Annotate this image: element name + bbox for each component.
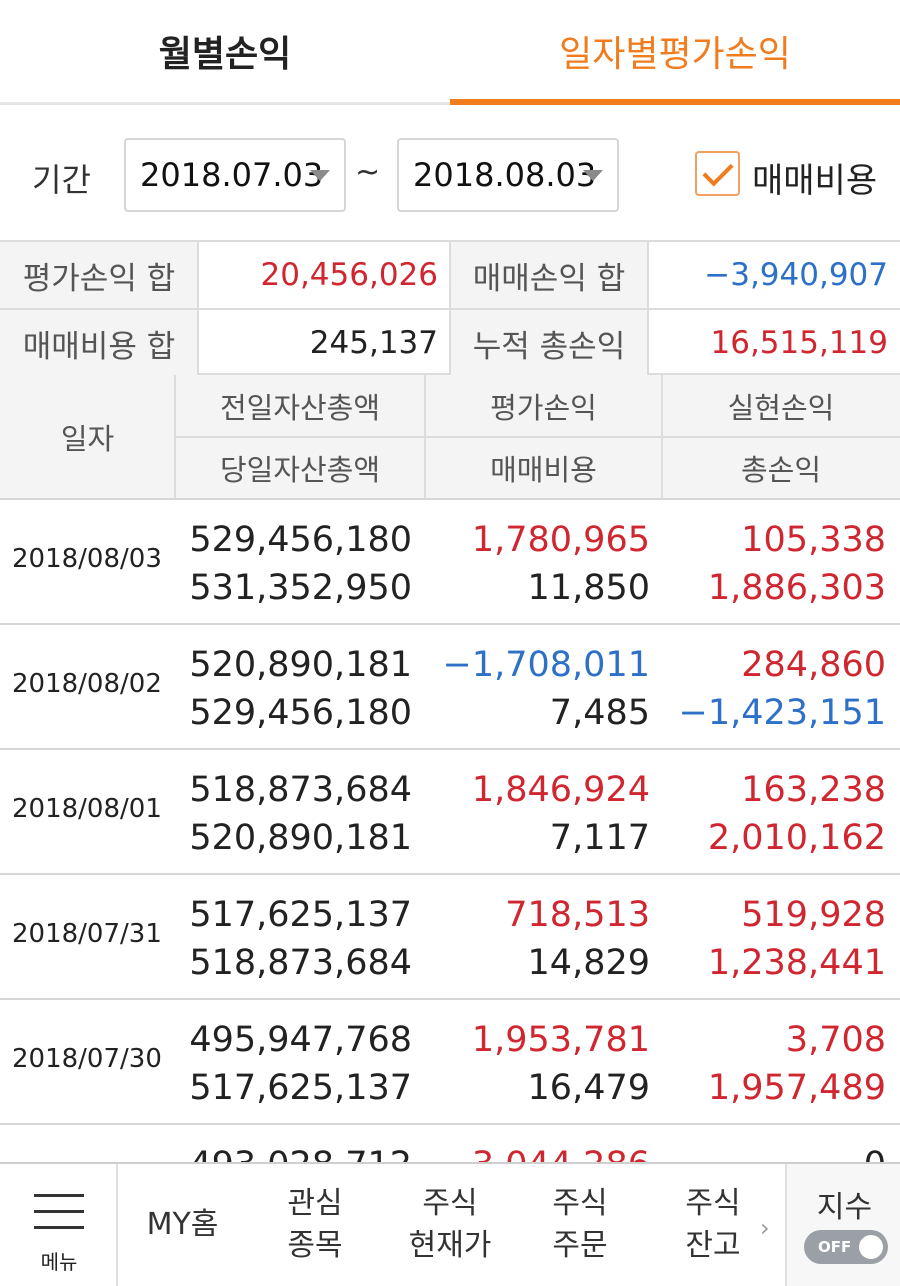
hamburger-icon bbox=[34, 1226, 84, 1229]
tab-daily-eval-pl[interactable]: 일자별평가손익 bbox=[450, 0, 900, 105]
col-eval-pl: 평가손익 bbox=[490, 391, 597, 425]
chevron-right-icon[interactable]: › bbox=[760, 1214, 770, 1242]
chevron-down-icon bbox=[310, 170, 330, 181]
divider bbox=[449, 242, 451, 375]
summary-row: 매매비용 합 245,137 누적 총손익 16,515,119 bbox=[0, 310, 900, 376]
eval-pl-sum-label: 평가손익 합 bbox=[0, 242, 198, 308]
menu-label: 메뉴 bbox=[40, 1250, 78, 1274]
eval-pl-sum-value: 20,456,026 bbox=[260, 257, 439, 293]
eval-pl-value: −1,708,011 bbox=[442, 645, 650, 685]
total-pl-value: 2,010,162 bbox=[707, 818, 886, 858]
row-date: 2018/07/31 bbox=[12, 919, 162, 949]
chevron-down-icon bbox=[583, 170, 603, 181]
total-pl-value: 1,957,489 bbox=[707, 1068, 886, 1108]
nav-stock-price[interactable]: 주식 현재가 bbox=[408, 1186, 492, 1263]
end-date-value: 2018.08.03 bbox=[413, 156, 597, 194]
table-row[interactable]: 2018/07/30 495,947,768 517,625,137 1,953… bbox=[0, 1000, 900, 1125]
trade-pl-sum-value: −3,940,907 bbox=[704, 257, 888, 293]
prev-assets-value: 529,456,180 bbox=[189, 520, 412, 560]
prev-assets-value: 518,873,684 bbox=[189, 770, 412, 810]
row-date: 2018/08/03 bbox=[12, 544, 162, 574]
index-toggle[interactable]: OFF bbox=[804, 1230, 888, 1264]
curr-assets-value: 529,456,180 bbox=[189, 693, 412, 733]
nav-stock-order[interactable]: 주식 주문 bbox=[552, 1186, 608, 1263]
realized-pl-value: 519,928 bbox=[741, 895, 886, 935]
end-date-select[interactable]: 2018.08.03 bbox=[397, 138, 619, 212]
divider bbox=[647, 242, 649, 375]
eval-pl-value: 1,780,965 bbox=[471, 520, 650, 560]
table-row[interactable]: 2018/07/31 517,625,137 518,873,684 718,5… bbox=[0, 875, 900, 1000]
col-date: 일자 bbox=[60, 421, 115, 456]
fee-value: 14,829 bbox=[527, 943, 650, 983]
divider bbox=[175, 436, 900, 438]
eval-pl-value: 1,846,924 bbox=[471, 770, 650, 810]
fee-value: 7,117 bbox=[549, 818, 650, 858]
realized-pl-value: 163,238 bbox=[741, 770, 886, 810]
cumulative-pl-label: 누적 총손익 bbox=[450, 310, 648, 376]
hamburger-icon bbox=[34, 1194, 84, 1197]
nav-my-home[interactable]: MY홈 bbox=[146, 1207, 219, 1242]
total-pl-value: −1,423,151 bbox=[678, 693, 886, 733]
index-label: 지수 bbox=[816, 1190, 873, 1225]
table-row[interactable]: 2018/08/03 529,456,180 531,352,950 1,780… bbox=[0, 500, 900, 625]
realized-pl-value: 105,338 bbox=[741, 520, 886, 560]
row-date: 2018/08/02 bbox=[12, 669, 162, 699]
divider bbox=[197, 242, 199, 375]
prev-assets-value: 493,028,712 bbox=[189, 1148, 412, 1163]
total-pl-value: 1,238,441 bbox=[707, 943, 886, 983]
table-row[interactable]: 2018/08/02 520,890,181 529,456,180 −1,70… bbox=[0, 625, 900, 750]
tab-bar: 월별손익 일자별평가손익 bbox=[0, 0, 900, 105]
summary-table: 평가손익 합 20,456,026 매매손익 합 −3,940,907 매매비용… bbox=[0, 240, 900, 376]
fee-value: 16,479 bbox=[527, 1068, 650, 1108]
tab-monthly-pl[interactable]: 월별손익 bbox=[158, 34, 292, 75]
fee-value: 7,485 bbox=[549, 693, 650, 733]
prev-assets-value: 495,947,768 bbox=[189, 1020, 412, 1060]
bottom-nav: 메뉴 MY홈 관심 종목 주식 현재가 주식 주문 주식 잔고 › 지수 OFF bbox=[0, 1162, 900, 1286]
realized-pl-value: 284,860 bbox=[741, 645, 886, 685]
eval-pl-value: 3,044,286 bbox=[472, 1148, 650, 1163]
toggle-state-text: OFF bbox=[818, 1238, 852, 1256]
date-separator: ~ bbox=[355, 155, 381, 190]
hamburger-icon bbox=[34, 1210, 84, 1213]
trade-pl-sum-label: 매매손익 합 bbox=[450, 242, 648, 308]
summary-row: 평가손익 합 20,456,026 매매손익 합 −3,940,907 bbox=[0, 242, 900, 308]
row-date: 2018/07/30 bbox=[12, 1044, 162, 1074]
realized-pl-value: 0 bbox=[864, 1148, 886, 1163]
toggle-knob bbox=[859, 1235, 883, 1259]
period-label: 기간 bbox=[32, 161, 91, 199]
nav-watchlist[interactable]: 관심 종목 bbox=[287, 1186, 343, 1263]
col-fee: 매매비용 bbox=[490, 452, 597, 487]
realized-pl-value: 3,708 bbox=[785, 1020, 886, 1060]
daily-pl-list[interactable]: 2018/08/03 529,456,180 531,352,950 1,780… bbox=[0, 500, 900, 1162]
prev-assets-value: 517,625,137 bbox=[189, 895, 412, 935]
start-date-select[interactable]: 2018.07.03 bbox=[124, 138, 346, 212]
col-total-pl: 총손익 bbox=[740, 452, 822, 487]
table-header: 일자 전일자산총액 평가손익 실현손익 당일자산총액 매매비용 총손익 bbox=[0, 375, 900, 500]
prev-assets-value: 520,890,181 bbox=[189, 645, 412, 685]
fee-checkbox-label[interactable]: 매매비용 bbox=[752, 161, 878, 201]
col-prev-assets: 전일자산총액 bbox=[219, 391, 381, 425]
fee-sum-value: 245,137 bbox=[309, 325, 438, 361]
row-date: 2018/08/01 bbox=[12, 794, 162, 824]
period-filter: 기간 2018.07.03 ~ 2018.08.03 매매비용 bbox=[0, 105, 900, 240]
curr-assets-value: 531,352,950 bbox=[189, 568, 412, 608]
table-row[interactable]: 493,028,712 3,044,286 0 bbox=[0, 1125, 900, 1163]
start-date-value: 2018.07.03 bbox=[140, 156, 324, 194]
fee-value: 11,850 bbox=[527, 568, 650, 608]
col-curr-assets: 당일자산총액 bbox=[219, 452, 381, 487]
fee-sum-label: 매매비용 합 bbox=[0, 310, 198, 376]
col-realized-pl: 실현손익 bbox=[727, 391, 835, 425]
cumulative-pl-value: 16,515,119 bbox=[710, 325, 889, 361]
curr-assets-value: 518,873,684 bbox=[189, 943, 412, 983]
fee-checkbox[interactable] bbox=[695, 151, 740, 196]
menu-button[interactable]: 메뉴 bbox=[0, 1164, 118, 1286]
eval-pl-value: 718,513 bbox=[505, 895, 650, 935]
eval-pl-value: 1,953,781 bbox=[471, 1020, 650, 1060]
index-panel: 지수 OFF bbox=[785, 1164, 900, 1286]
curr-assets-value: 520,890,181 bbox=[189, 818, 412, 858]
nav-stock-balance[interactable]: 주식 잔고 bbox=[685, 1186, 741, 1263]
table-row[interactable]: 2018/08/01 518,873,684 520,890,181 1,846… bbox=[0, 750, 900, 875]
total-pl-value: 1,886,303 bbox=[707, 568, 886, 608]
curr-assets-value: 517,625,137 bbox=[189, 1068, 412, 1108]
